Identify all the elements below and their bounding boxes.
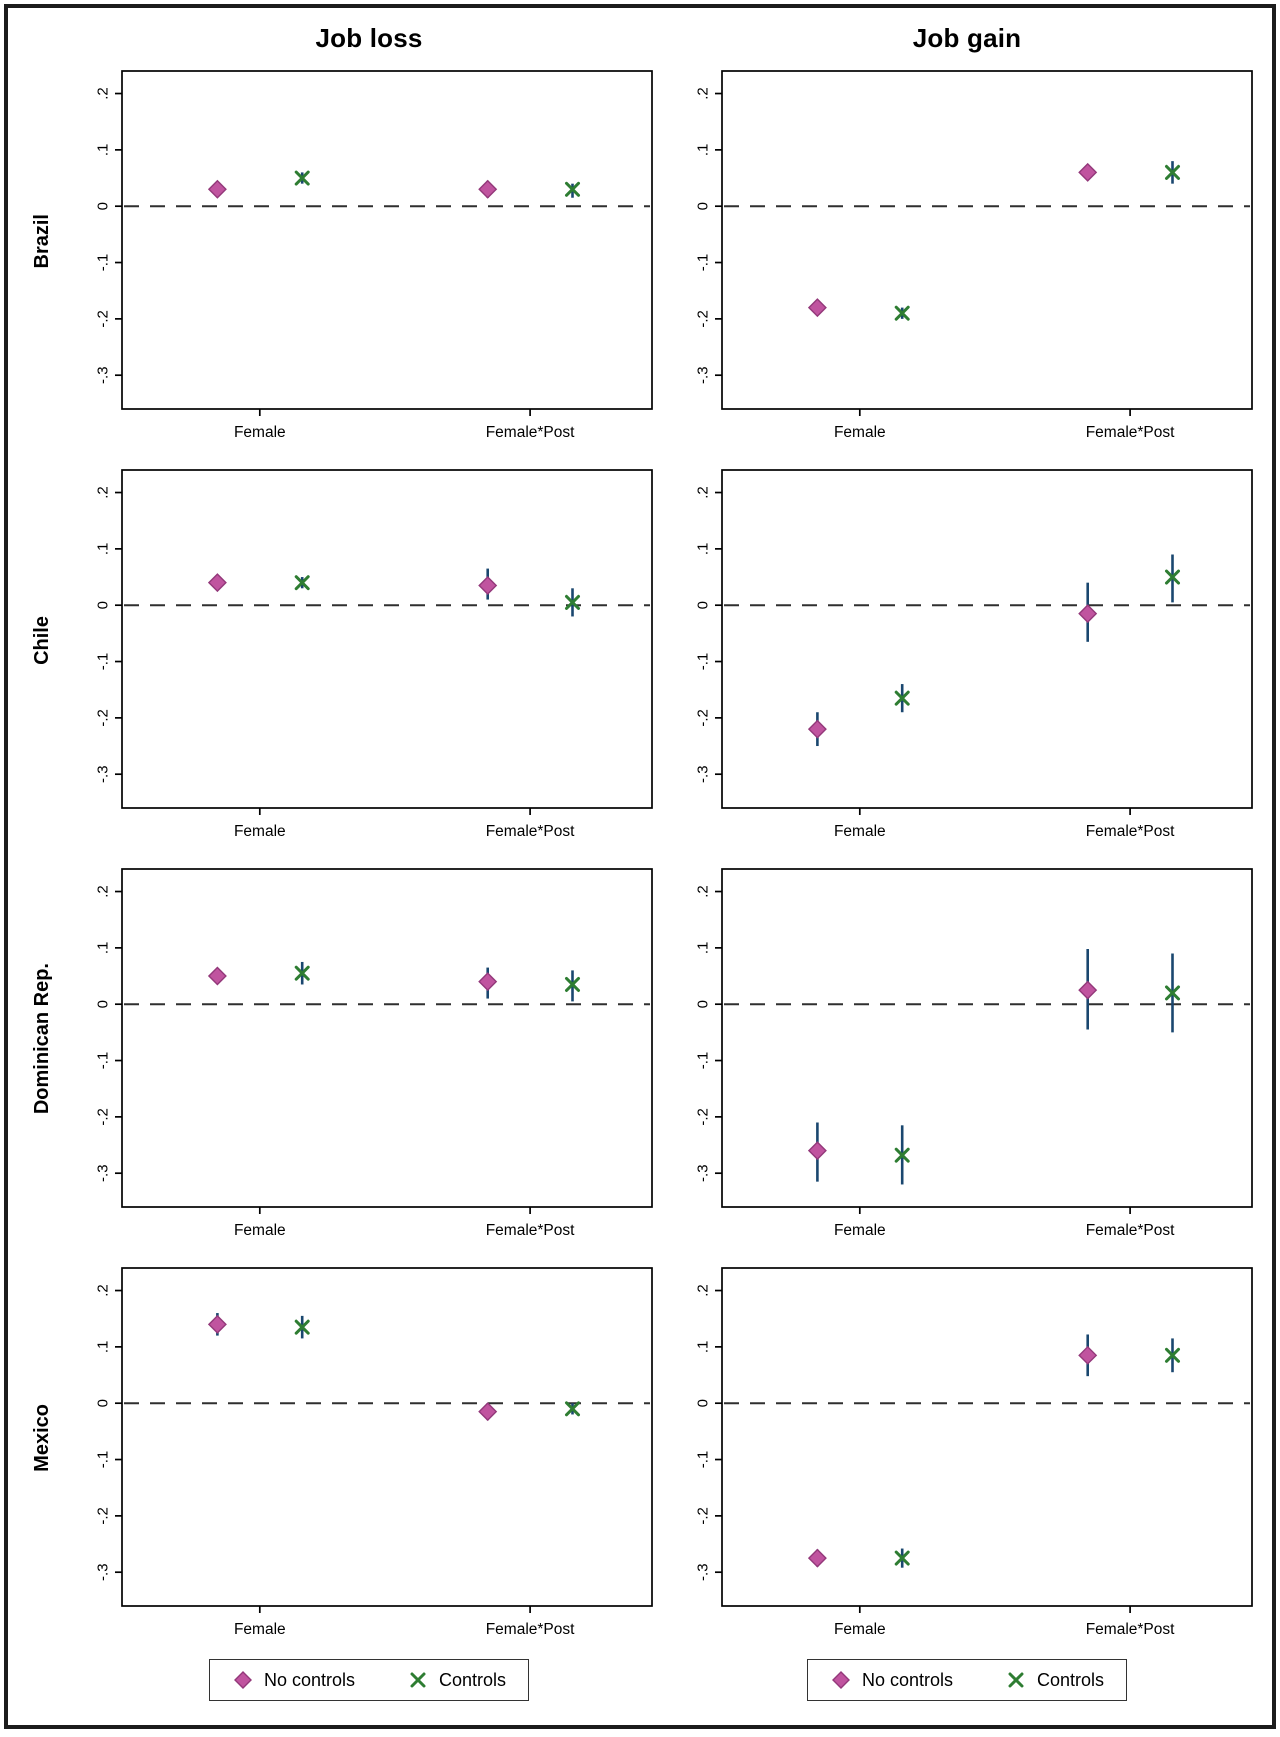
panel-dominican-rep-job-loss: .2 .1 0 -.1 -.2 -.3 Female Female*Post [95,868,653,1239]
svg-text:-.2: -.2 [95,1507,112,1525]
svg-text:Female: Female [834,1222,886,1239]
legend-job-gain: No controls Controls [806,1659,1128,1701]
svg-text:-.2: -.2 [695,1507,712,1525]
svg-text:Female: Female [834,424,886,441]
svg-text:-.1: -.1 [695,1451,712,1469]
svg-text:Female*Post: Female*Post [1086,1621,1175,1638]
svg-text:-.2: -.2 [95,1108,112,1126]
legend-label-no-controls: No controls [263,1669,355,1690]
svg-text:0: 0 [695,202,712,210]
svg-text:-.1: -.1 [95,653,112,671]
row-label-mexico: Mexico [30,1404,53,1472]
svg-text:-.3: -.3 [695,765,712,783]
svg-text:Female: Female [234,1222,286,1239]
legend-label-controls: Controls [439,1669,507,1690]
svg-text:0: 0 [95,1000,112,1008]
svg-text:0: 0 [695,601,712,609]
controls-x-icon [1008,1672,1024,1688]
row-chile: Chile .2 .1 0 -.1 -.2 -.3 Female Female*Post .2… [14,462,1266,858]
svg-text:Female: Female [834,823,886,840]
svg-text:-.1: -.1 [95,1451,112,1469]
svg-text:.2: .2 [695,1284,712,1297]
svg-text:Female*Post: Female*Post [486,1222,575,1239]
svg-text:Female*Post: Female*Post [486,823,575,840]
row-label-brazil: Brazil [30,213,53,269]
svg-text:-.3: -.3 [695,1164,712,1182]
svg-text:.2: .2 [695,486,712,499]
svg-text:-.2: -.2 [695,709,712,727]
svg-text:Female: Female [234,823,286,840]
svg-text:.2: .2 [95,885,112,898]
svg-text:-.1: -.1 [95,1052,112,1070]
svg-text:-.2: -.2 [695,310,712,328]
svg-text:.1: .1 [95,144,112,157]
svg-text:-.2: -.2 [95,709,112,727]
panel-dominican-rep-job-gain: .2 .1 0 -.1 -.2 -.3 Female Female*Post [695,868,1253,1239]
svg-text:-.3: -.3 [695,366,712,384]
row-dominican-rep: Dominican Rep. .2 .1 0 -.1 -.2 -.3 Female Femal… [14,861,1266,1257]
svg-text:0: 0 [95,601,112,609]
panel-brazil-job-gain: .2 .1 0 -.1 -.2 -.3 Female Female*Post [695,70,1253,441]
legend-job-loss: No controls Controls [208,1659,530,1701]
svg-text:-.3: -.3 [95,1164,112,1182]
svg-text:0: 0 [695,1399,712,1407]
svg-text:.1: .1 [695,543,712,556]
svg-text:.1: .1 [95,1341,112,1354]
svg-text:0: 0 [695,1000,712,1008]
svg-text:-.1: -.1 [695,1052,712,1070]
svg-text:.1: .1 [95,942,112,955]
svg-text:.1: .1 [695,144,712,157]
svg-text:-.3: -.3 [695,1563,712,1581]
svg-text:0: 0 [95,1399,112,1407]
column-title-job-loss: Job loss [315,22,423,53]
legend-row: No controls Controls No controls Control… [14,1659,1266,1717]
legend-label-no-controls: No controls [861,1669,953,1690]
svg-text:Female: Female [834,1621,886,1638]
no-controls-diamond-icon [233,1671,252,1689]
svg-text:Female*Post: Female*Post [486,1621,575,1638]
svg-text:.1: .1 [695,942,712,955]
svg-text:0: 0 [95,202,112,210]
panel-mexico-job-loss: .2 .1 0 -.1 -.2 -.3 Female Female*Post [95,1267,653,1638]
svg-text:Female*Post: Female*Post [1086,424,1175,441]
svg-text:.2: .2 [695,885,712,898]
row-brazil: Brazil .2 .1 0 -.1 -.2 -.3 Female Female*Post .… [14,63,1266,459]
svg-text:-.1: -.1 [95,254,112,272]
svg-text:.2: .2 [95,1284,112,1297]
svg-text:-.1: -.1 [695,653,712,671]
panel-brazil-job-loss: .2 .1 0 -.1 -.2 -.3 Female Female*Post [95,70,653,441]
svg-text:Female*Post: Female*Post [1086,823,1175,840]
column-title-job-gain: Job gain [912,22,1022,53]
svg-text:.1: .1 [695,1341,712,1354]
svg-text:-.2: -.2 [95,310,112,328]
coefficient-plot-figure: Job loss Job gain Brazil .2 .1 0 -.1 -.2 -.3 F… [4,4,1276,1729]
row-mexico: Mexico .2 .1 0 -.1 -.2 -.3 Female Female*Post .… [14,1260,1266,1656]
svg-text:.2: .2 [95,87,112,100]
svg-text:-.3: -.3 [95,366,112,384]
svg-text:-.3: -.3 [95,765,112,783]
svg-text:-.2: -.2 [695,1108,712,1126]
panel-chile-job-loss: .2 .1 0 -.1 -.2 -.3 Female Female*Post [95,469,653,840]
no-controls-diamond-icon [831,1671,850,1689]
row-label-dominican-rep: Dominican Rep. [30,963,53,1115]
svg-text:.2: .2 [695,87,712,100]
legend-label-controls: Controls [1037,1669,1105,1690]
svg-text:Female: Female [234,424,286,441]
controls-x-icon [410,1672,426,1688]
svg-text:.1: .1 [95,543,112,556]
svg-text:Female: Female [234,1621,286,1638]
panel-chile-job-gain: .2 .1 0 -.1 -.2 -.3 Female Female*Post [695,469,1253,840]
svg-text:.2: .2 [95,486,112,499]
svg-text:-.1: -.1 [695,254,712,272]
svg-text:Female*Post: Female*Post [1086,1222,1175,1239]
column-titles-row: Job loss Job gain [14,16,1266,60]
panel-mexico-job-gain: .2 .1 0 -.1 -.2 -.3 Female Female*Post [695,1267,1253,1638]
svg-text:-.3: -.3 [95,1563,112,1581]
svg-text:Female*Post: Female*Post [486,424,575,441]
row-label-chile: Chile [30,615,53,665]
